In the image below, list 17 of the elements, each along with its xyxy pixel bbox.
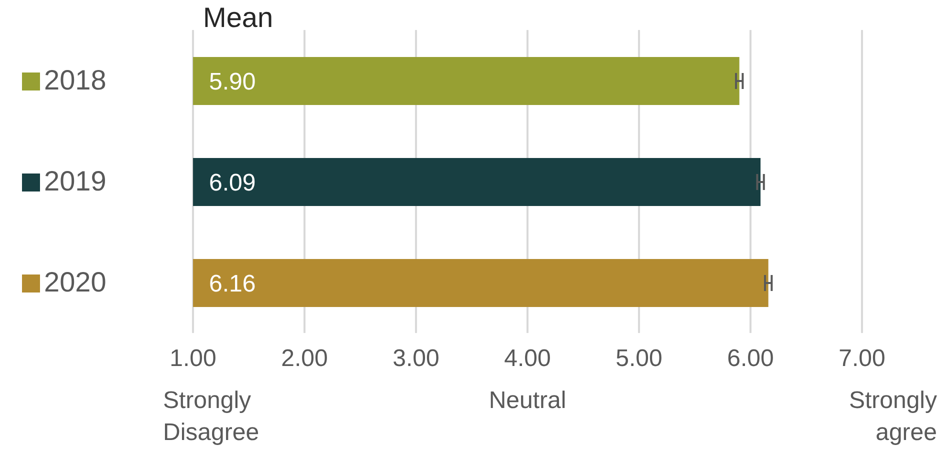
x-tick-label: 3.00 [392,345,440,372]
data-label: 6.16 [209,270,256,298]
text: Strongly Disagree [163,386,260,448]
y-tick-label: 2020 [44,266,106,298]
text: Neutral [488,386,568,416]
x-tick-label: 2.00 [281,345,328,372]
x-tick-label: 4.00 [504,345,551,372]
x-tick-label: 7.00 [838,345,886,372]
x-tick-label: 5.00 [616,345,662,372]
chart-title: Mean [203,2,274,34]
x-tick-label: 1.00 [170,345,216,372]
data-label: 6.09 [209,170,256,197]
x-tick-label: 6.00 [727,345,774,372]
y-tick-label: 2019 [44,166,106,196]
y-tick-label: 2018 [44,64,106,96]
text: Strongly agree [848,386,937,448]
data-label: 5.90 [209,68,256,96]
